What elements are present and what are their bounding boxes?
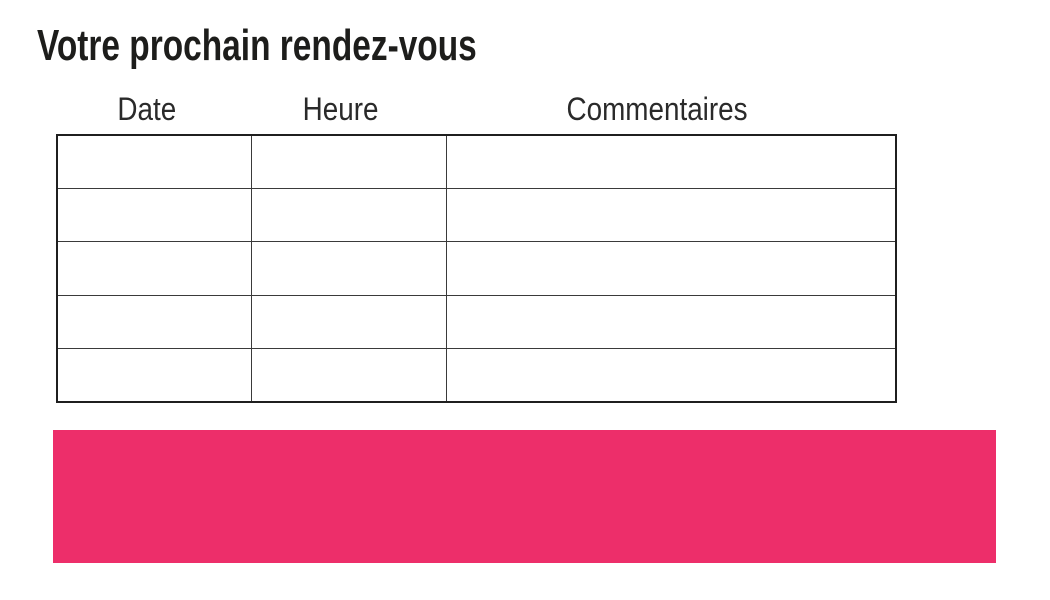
table-header-row: Date Heure Commentaires: [56, 90, 895, 128]
column-header-date: Date: [56, 90, 250, 128]
table-cell-heure: [250, 294, 447, 350]
table-cell-heure: [250, 241, 447, 296]
table-cell-date: [56, 348, 252, 403]
table-cell-heure: [250, 187, 447, 243]
table-row: [56, 348, 897, 403]
column-header-date-label: Date: [117, 91, 177, 127]
table-cell-commentaires: [445, 294, 897, 350]
page-title: Votre prochain rendez-vous: [37, 21, 477, 70]
table-cell-heure: [250, 134, 447, 189]
column-header-heure: Heure: [250, 90, 445, 128]
table-cell-heure: [250, 348, 447, 403]
column-header-heure-label: Heure: [302, 91, 379, 127]
table-cell-date: [56, 241, 252, 296]
table-cell-commentaires: [445, 241, 897, 296]
appointments-table-body: [56, 134, 897, 403]
table-cell-date: [56, 187, 252, 243]
column-header-commentaires-label: Commentaires: [566, 91, 748, 127]
table-row: [56, 187, 897, 243]
pink-accent-bar: [53, 430, 996, 563]
table-cell-date: [56, 294, 252, 350]
column-header-commentaires: Commentaires: [445, 90, 895, 128]
table-cell-commentaires: [445, 348, 897, 403]
table-cell-date: [56, 134, 252, 189]
table-cell-commentaires: [445, 134, 897, 189]
table-cell-commentaires: [445, 187, 897, 243]
appointments-table: [56, 134, 897, 403]
table-row: [56, 134, 897, 189]
table-row: [56, 294, 897, 350]
table-row: [56, 241, 897, 296]
